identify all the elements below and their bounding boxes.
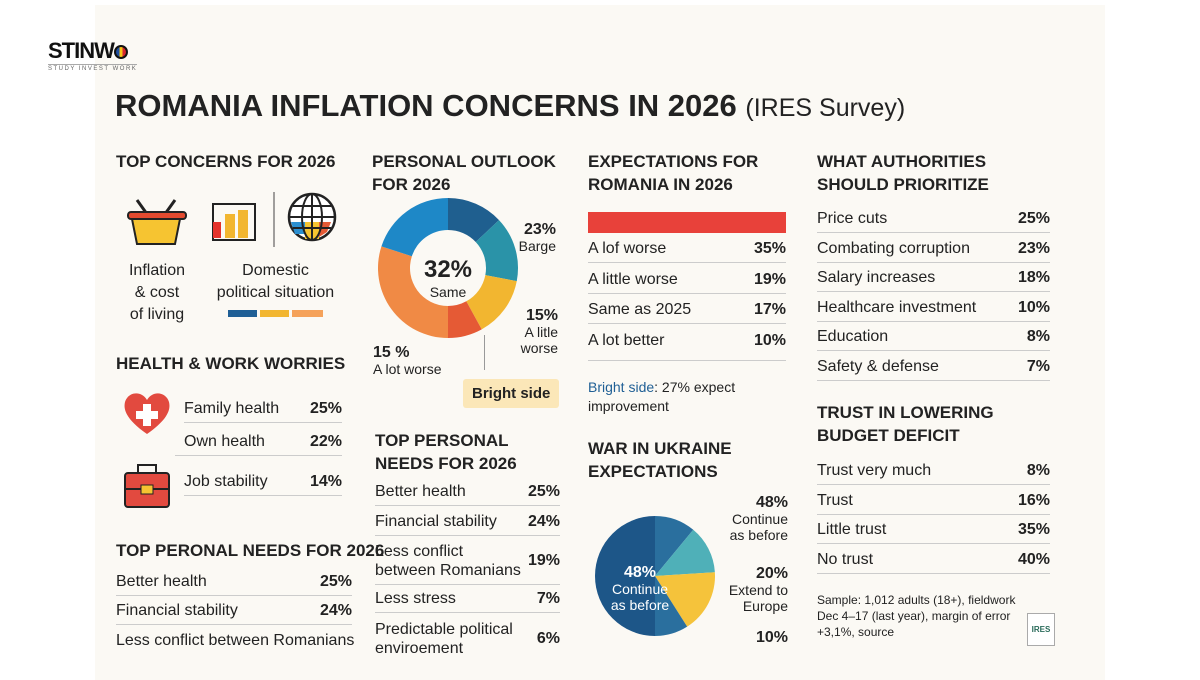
donut-slice-5 [381,198,448,257]
top-needs-mid-title: TOP PERSONAL NEEDS FOR 2026 [375,431,517,473]
briefcase-icon [124,464,170,508]
trust-title: TRUST IN LOWERING BUDGET DEFICIT [817,403,994,445]
bright-side-badge: Bright side [463,379,560,408]
needs-row: Less conflict between Romanians [116,632,355,649]
top-needs-left-title: TOP PERONAL NEEDS FOR 2026 [116,541,385,560]
donut-slice-2 [466,275,517,330]
ukraine-pie [595,516,715,636]
personal-outlook-title: PERSONAL OUTLOOK FOR 2026 [372,152,556,194]
health-row: Own health 22% [175,433,342,456]
color-legend-bar [228,310,323,317]
health-work-title: HEALTH & WORK WORRIES [116,354,346,373]
needs-row: Better health 25% [116,573,352,596]
basket-icon [127,199,187,245]
concern-inflation-label: Inflation & cost of living [128,262,186,323]
expect-row: A little worse 19% [588,271,786,294]
pie-slice-1 [655,529,715,576]
needs-row: Predictable political enviroement 6% [375,621,560,657]
donut-slice-0 [448,198,500,242]
needs-row: Financial stability 24% [375,513,560,536]
health-row: Job stability 14% [184,473,342,496]
callout-extend: 20% Extend to Europe [728,565,788,615]
pie-inner-label: 48% Continue as before [610,564,670,614]
donut-slice-4 [378,246,448,338]
authorities-row: Education 8% [817,328,1050,351]
trust-row: Trust 16% [817,492,1050,515]
needs-row: Less stress 7% [375,590,560,613]
pie-slice-4 [595,516,655,636]
authorities-row: Price cuts 25% [817,210,1050,233]
donut-center-label: 32% Same [423,256,473,300]
expect-row: Same as 2025 17% [588,301,786,324]
pie-slice-2 [655,572,715,627]
pie-slice-3 [655,576,688,636]
bright-side-note: Bright side: 27% expect improvement [588,379,736,414]
authorities-row: Healthcare investment 10% [817,299,1050,322]
donut-slice-1 [475,220,518,282]
red-bar [588,212,786,233]
authorities-title: WHAT AUTHORITIES SHOULD PRIORITIZE [817,152,989,194]
expect-row: A lot better 10% [588,332,786,361]
concern-icons [127,192,337,247]
trust-row: Little trust 35% [817,521,1050,544]
concern-political-label: Domestic political situation [216,262,335,301]
authorities-row: Combating corruption 23% [817,240,1050,263]
needs-row: Less conflict between Romanians 19% [375,542,560,585]
footnote: Sample: 1,012 adults (18+), fieldwork Dec… [817,593,1016,639]
authorities-row: Safety & defense 7% [817,358,1050,381]
page-subtitle: (IRES Survey) [745,94,906,122]
authorities-row: Salary increases 18% [817,269,1050,292]
bar-chart-icon [212,203,256,241]
logo-name: STINW [48,38,115,63]
ukraine-title: WAR IN UKRAINE EXPECTATIONS [588,439,732,481]
callout-ten: 10% [755,629,788,646]
callout-little-worse: 15% A litle worse [520,307,558,357]
pie-slice-0 [655,516,694,576]
page-title: ROMANIA INFLATION CONCERNS IN 2026 (IRES… [115,88,906,123]
logo: STINW STUDY INVEST WORK [48,38,138,72]
personal-outlook-donut [378,198,518,338]
health-row: Family health 25% [184,400,342,423]
callout-barge: 23% Barge [518,221,556,255]
callout-lot-worse: 15 % A lot worse [373,344,442,378]
leader-line [484,335,485,370]
donut-slice-3 [448,301,482,338]
trust-row: Trust very much 8% [817,462,1050,485]
top-concerns-title: TOP CONCERNS FOR 2026 [116,152,336,171]
ires-badge: IRES [1027,613,1055,646]
romania-flag-icon [113,45,128,59]
globe-icon [287,192,337,242]
needs-row: Financial stability 24% [116,602,352,625]
needs-row: Better health 25% [375,483,560,506]
trust-row: No trust 40% [817,551,1050,574]
expect-row: A lof worse 35% [588,240,786,263]
romania-expect-title: EXPECTATIONS FOR ROMANIA IN 2026 [588,152,759,194]
heart-plus-icon [124,393,170,434]
logo-tagline: STUDY INVEST WORK [48,64,138,72]
callout-continue: 48% Continue as before [729,494,788,544]
